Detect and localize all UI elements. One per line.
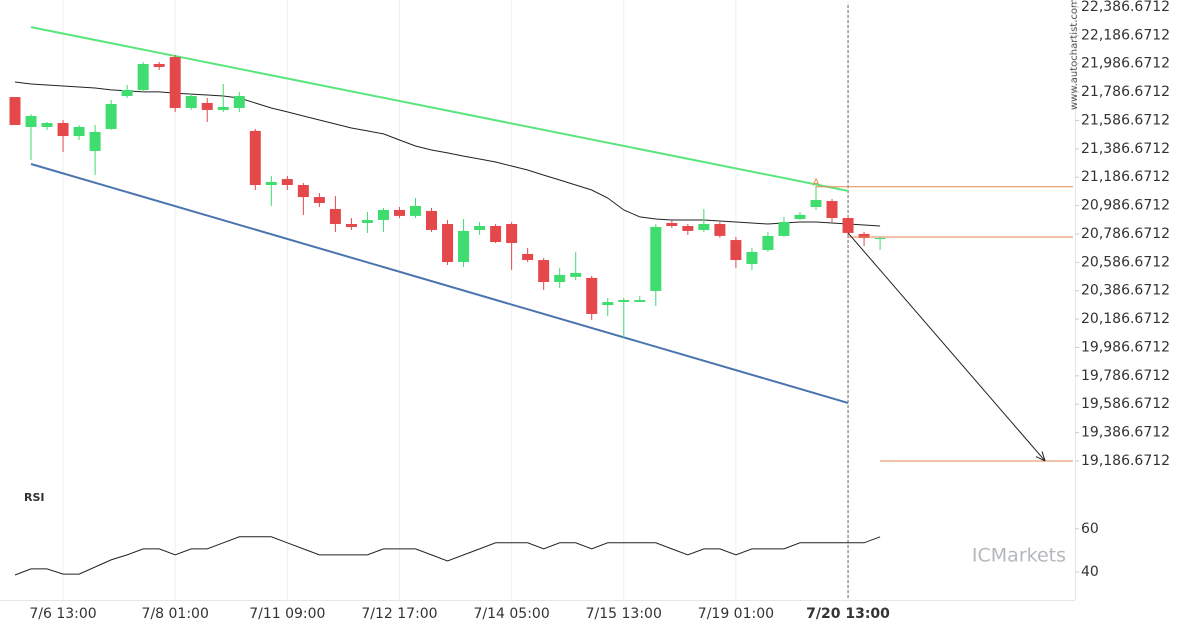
x-tick-label: 7/8 01:00 (142, 606, 209, 622)
x-tick-label: 7/19 01:00 (698, 606, 774, 622)
candle-body (650, 226, 662, 291)
candle-body (153, 63, 165, 67)
y-tick-label: 21,186.6712 (1081, 169, 1170, 185)
candle-body (377, 209, 389, 221)
candle-body (762, 235, 774, 250)
candle-body (329, 208, 341, 225)
y-tick-label: 19,986.6712 (1081, 339, 1170, 355)
annotation: A (813, 177, 820, 188)
logo: ICMarkets (972, 545, 1066, 567)
y-tick-label: 19,786.6712 (1081, 368, 1170, 384)
candle-body (666, 223, 678, 226)
candle-body (217, 106, 229, 110)
candle-body (634, 300, 646, 303)
x-tick-label: 7/12 17:00 (361, 606, 437, 622)
candle-body (313, 197, 325, 204)
y-tick-label: 19,586.6712 (1081, 396, 1170, 412)
y-tick-label: 21,586.6712 (1081, 112, 1170, 128)
y-tick-label: 22,186.6712 (1081, 27, 1170, 43)
moving-average (14, 81, 881, 227)
candle-body (442, 224, 454, 263)
y-tick-label: 19,186.6712 (1081, 453, 1170, 469)
y-tick-label: 19,386.6712 (1081, 425, 1170, 441)
y-tick-label: 20,986.6712 (1081, 198, 1170, 214)
candle-body (201, 102, 213, 110)
y-tick-label: 21,786.6712 (1081, 84, 1170, 100)
candle-body (842, 218, 854, 233)
candle-body (618, 300, 630, 303)
y-tick-label: 20,186.6712 (1081, 311, 1170, 327)
candle-body (233, 96, 245, 108)
candle-body (281, 179, 293, 185)
rsi-line (14, 536, 881, 576)
candle-body (874, 238, 886, 240)
candle-body (538, 260, 550, 283)
y-tick-label: 20,586.6712 (1081, 254, 1170, 270)
candle-body (345, 224, 357, 227)
candle-body (410, 205, 421, 216)
candle-body (361, 220, 373, 224)
candle-body (586, 277, 598, 314)
candle-body (9, 97, 21, 125)
candle-body (458, 230, 470, 263)
x-tick-label: 7/15 13:00 (586, 606, 662, 622)
candle-body (25, 116, 37, 127)
candle-body (297, 184, 309, 198)
candle-body (570, 272, 582, 277)
x-tick-label: 7/20 13:00 (806, 606, 890, 622)
candle-body (474, 225, 486, 230)
candle-body (105, 103, 117, 129)
watermark: www.autochartist.com (1069, 0, 1080, 110)
candle-body (602, 302, 614, 306)
y-tick-label: 20,386.6712 (1081, 283, 1170, 299)
y-tick-label: 21,386.6712 (1081, 141, 1170, 157)
candle-body (810, 200, 822, 207)
rsi-title: RSI (24, 491, 45, 504)
candle-body (506, 224, 518, 244)
candle-body (426, 210, 438, 230)
candle-body (89, 131, 101, 151)
x-tick-label: 7/11 09:00 (249, 606, 325, 622)
candle-body (393, 209, 405, 216)
candle-body (121, 89, 133, 97)
candle-body (41, 122, 53, 127)
candle-body (522, 253, 534, 261)
rsi-tick-label: 40 (1081, 564, 1099, 580)
candle-body (794, 214, 806, 220)
candle-body (698, 224, 710, 230)
channel-line (30, 26, 849, 192)
candle-body (265, 182, 277, 185)
candle-body (169, 57, 181, 108)
y-tick-label: 22,386.6712 (1081, 0, 1170, 15)
candle-body (682, 225, 694, 231)
candle-body (490, 225, 502, 243)
y-tick-label: 21,986.6712 (1081, 56, 1170, 72)
candle-body (826, 201, 838, 219)
y-tick-label: 20,786.6712 (1081, 226, 1170, 242)
candle-body (185, 96, 197, 108)
candle-body (714, 224, 726, 236)
candle-body (778, 222, 790, 236)
rsi-tick-label: 60 (1081, 521, 1099, 537)
channel-line (30, 163, 849, 404)
candle-body (858, 233, 870, 239)
candle-body (746, 251, 758, 265)
x-tick-label: 7/6 13:00 (29, 606, 96, 622)
projection-arrow (847, 232, 1046, 462)
candle-body (554, 274, 566, 283)
candle-body (57, 122, 69, 137)
candle-body (249, 130, 261, 185)
candle-body (73, 126, 85, 137)
candle-body (137, 63, 149, 90)
x-tick-label: 7/14 05:00 (474, 606, 550, 622)
candle-body (730, 240, 742, 261)
arrow-head (1035, 451, 1046, 462)
